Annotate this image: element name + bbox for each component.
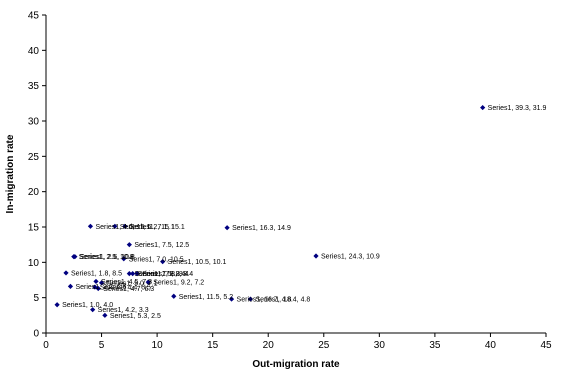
data-points — [54, 104, 486, 318]
point-label: Series1, 7.5, 12.5 — [134, 242, 189, 249]
data-point-marker — [90, 307, 96, 313]
data-point-marker — [160, 259, 166, 265]
x-tick-label: 15 — [207, 340, 219, 351]
x-tick-label: 5 — [99, 340, 105, 351]
y-tick-label: 25 — [28, 152, 40, 163]
point-label: Series1, 2.6, 10.8 — [80, 254, 135, 261]
y-tick-label: 30 — [28, 117, 40, 128]
x-axis-title: Out-migration rate — [252, 359, 340, 370]
point-label: Series1, 4.4, 6.5 — [100, 285, 151, 292]
point-label: Series1, 2.2, 6.6 — [75, 284, 126, 291]
point-label: Series1, 16.7, 4.8 — [237, 297, 292, 304]
point-label: Series1, 16.3, 14.9 — [232, 225, 291, 232]
y-tick-label: 15 — [28, 223, 40, 234]
point-label: Series1, 4.5, 7.3 — [101, 279, 152, 286]
data-point-marker — [87, 223, 94, 229]
data-point-marker — [313, 253, 319, 259]
data-point-marker — [145, 279, 151, 285]
y-axis-title: In-migration rate — [5, 134, 16, 213]
point-label: Series1, 1.8, 8.5 — [71, 270, 122, 277]
point-label: Series1, 7.1, 15.1 — [130, 224, 185, 231]
y-tick-label: 10 — [28, 258, 40, 269]
point-labels: Series1, 39.3, 31.9 Series1, 24.3, 10.9 Se… — [62, 105, 546, 320]
point-label: Series1, 6.2, 15.1 — [120, 224, 175, 231]
y-tick-label: 35 — [28, 81, 40, 92]
data-point-marker — [171, 293, 177, 299]
x-tick-label: 10 — [152, 340, 164, 351]
x-tick-label: 30 — [374, 340, 386, 351]
y-tick-label: 0 — [33, 329, 39, 340]
x-tick-label: 25 — [318, 340, 330, 351]
point-label: Series1, 39.3, 31.9 — [488, 105, 547, 112]
data-point-marker — [92, 284, 98, 290]
data-point-marker — [228, 296, 235, 302]
point-label: Series1, 7.5, 8.4 — [134, 271, 185, 278]
x-tick-label: 35 — [429, 340, 441, 351]
data-point-marker — [102, 312, 108, 318]
y-tick-label: 5 — [33, 293, 39, 304]
point-label: Series1, 24.3, 10.9 — [321, 253, 380, 260]
point-label: Series1, 11.5, 5.2 — [179, 294, 233, 301]
x-tick-label: 40 — [485, 340, 497, 351]
point-label: Series1, 8.2, 8.4 — [142, 271, 193, 278]
data-point-marker — [126, 242, 132, 248]
data-point-marker — [122, 223, 128, 229]
point-label: Series1, 4.2, 3.3 — [98, 307, 149, 314]
data-point-marker — [247, 296, 254, 302]
data-point-marker — [224, 225, 230, 231]
x-tick-label: 45 — [540, 340, 552, 351]
point-label: Series1, 7.8, 8.4 — [138, 271, 189, 278]
data-point-marker — [112, 223, 118, 229]
point-label: Series1, 5.0, 7.1 — [107, 280, 158, 287]
y-tick-label: 20 — [28, 187, 40, 198]
data-point-marker — [95, 285, 101, 292]
point-label: Series1, 1.0, 4.0 — [62, 302, 113, 309]
y-tick-label: 45 — [28, 11, 40, 22]
point-label: Series1, 18.4, 4.8 — [255, 297, 310, 304]
data-point-marker — [130, 271, 136, 277]
point-label: Series1, 5.3, 2.5 — [110, 313, 161, 320]
x-tick-label: 0 — [43, 340, 49, 351]
data-point-marker — [121, 256, 127, 262]
point-label: Series1, 10.5, 10.1 — [168, 259, 227, 266]
data-point-marker — [98, 280, 105, 286]
data-point-marker — [71, 254, 77, 260]
x-tick-label: 20 — [263, 340, 275, 351]
point-label: Series1, 9.2, 7.2 — [153, 280, 204, 287]
data-point-marker — [480, 104, 486, 111]
data-point-marker — [93, 278, 99, 285]
axis-ticks: 0 5 10 15 20 25 30 35 40 45 0 5 10 15 20 25 30 35 40 45 — [28, 11, 552, 352]
data-point-marker — [63, 270, 69, 276]
y-tick-label: 40 — [28, 46, 40, 57]
point-label: Series1, 7.0, 10.5 — [129, 256, 184, 263]
data-point-marker — [126, 271, 132, 277]
point-label: Series1, 4.0, 15.1 — [95, 224, 150, 231]
data-point-marker — [67, 283, 74, 289]
data-point-marker — [54, 302, 60, 308]
point-label: Series1, 4.7, 6.3 — [103, 286, 154, 293]
data-point-marker — [134, 271, 140, 277]
point-label: Series1, 2.5, 10.8 — [79, 254, 134, 261]
